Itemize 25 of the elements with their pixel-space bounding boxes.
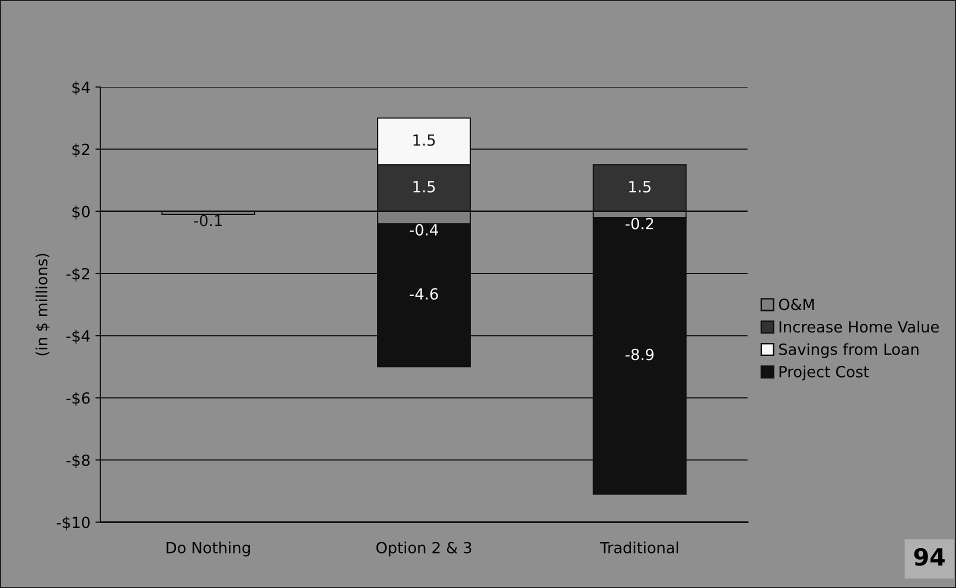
y-axis-title: (in $ millions) [36, 254, 50, 356]
text: 94 [914, 548, 945, 566]
y-tick-label: -$4 [66, 330, 90, 344]
y-tick-label: $4 [72, 81, 90, 96]
y-tick-label: -$6 [66, 392, 90, 406]
y-tick-label: $2 [72, 143, 90, 158]
y-tick-label: -$8 [66, 454, 90, 468]
legend-label: Project Cost [780, 366, 869, 380]
data-label: -0.2 [626, 218, 654, 230]
data-label: -0.1 [194, 214, 222, 226]
y-tick-label: $0 [72, 206, 90, 220]
x-tick-label: Do Nothing [166, 542, 250, 556]
data-label: 1.5 [414, 134, 435, 146]
y-tick-label: -$10 [56, 516, 90, 530]
x-tick-label: Traditional [600, 542, 678, 554]
x-tick-label: Option 2 & 3 [376, 542, 472, 556]
legend-label: Increase Home Value [780, 320, 939, 333]
data-label: 1.5 [414, 181, 435, 192]
legend-label: O&M [779, 298, 814, 310]
data-label: -0.4 [410, 224, 438, 236]
data-label: 1.5 [629, 181, 651, 192]
data-label: -4.6 [410, 288, 438, 300]
y-tick-label: -$2 [66, 268, 90, 282]
data-label: -8.9 [626, 348, 654, 360]
legend-label: Savings from Loan [779, 343, 918, 358]
